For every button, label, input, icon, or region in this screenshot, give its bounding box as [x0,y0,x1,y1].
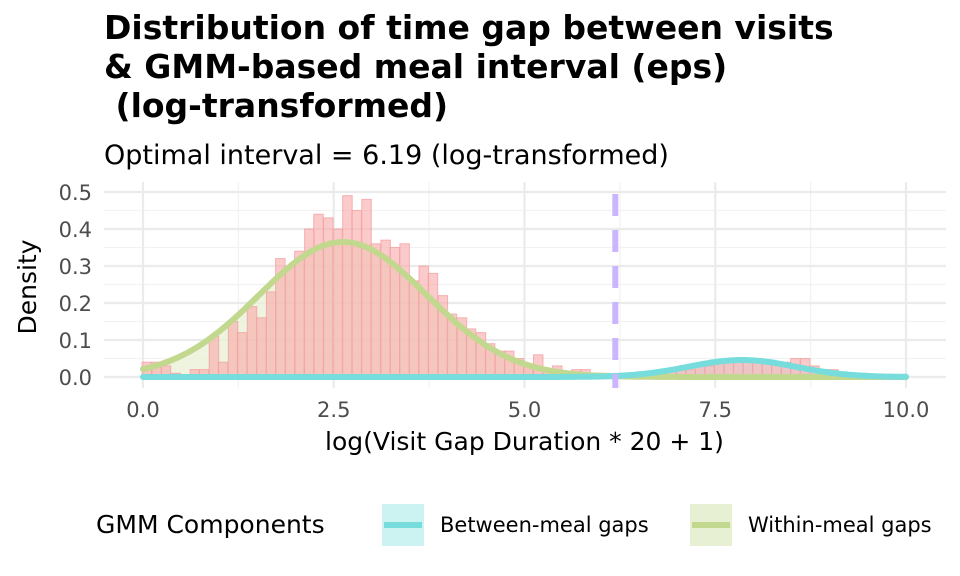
x-axis-title: log(Visit Gap Duration * 20 + 1) [325,427,724,456]
y-axis-title: Density [13,239,42,334]
histogram-bar [399,243,410,378]
x-tick-label: 0.0 [126,398,159,422]
x-axis-ticks: 0.0 2.5 5.0 7.5 10.0 [126,398,929,422]
x-tick-label: 2.5 [317,398,350,422]
density-line [140,239,909,380]
legend-label: Between-meal gaps [440,513,649,537]
chart-subtitle: Optimal interval = 6.19 (log-transformed… [104,140,669,171]
histogram-bar [408,280,420,378]
density-line [140,357,909,380]
y-tick-label: 0.3 [59,255,92,279]
histogram-bar [351,210,362,378]
chart-title: Distribution of time gap between visits … [104,8,834,125]
histogram-bar [236,332,248,378]
histogram-bar [294,250,305,378]
histogram-bar [208,335,220,378]
y-tick-label: 0.4 [59,218,92,242]
legend-label: Within-meal gaps [748,513,932,537]
y-tick-label: 0.1 [59,329,92,353]
histogram-bar [342,195,353,378]
histogram-bar [370,243,381,378]
x-tick-label: 10.0 [883,398,930,422]
x-tick-label: 5.0 [508,398,541,422]
y-tick-label: 0.2 [59,292,92,316]
histogram-bar [227,321,239,378]
histogram-bar [332,228,343,378]
x-tick-label: 7.5 [699,398,732,422]
histogram-bar [285,265,296,378]
histogram-bar [361,198,372,378]
y-tick-label: 0.5 [59,181,92,205]
histogram-bar [427,272,439,378]
histogram-bar [418,265,429,378]
y-axis-ticks: 0.0 0.1 0.2 0.3 0.4 0.5 [59,181,92,390]
histogram-bar [256,317,267,378]
histogram-bar [313,213,324,378]
histogram-bar [246,306,258,378]
gmm-curves [140,239,909,380]
legend: GMM Components Between-meal gaps Within-me… [96,504,932,546]
histogram-bar [265,291,277,378]
legend-title: GMM Components [96,510,325,539]
y-tick-label: 0.0 [59,366,92,390]
